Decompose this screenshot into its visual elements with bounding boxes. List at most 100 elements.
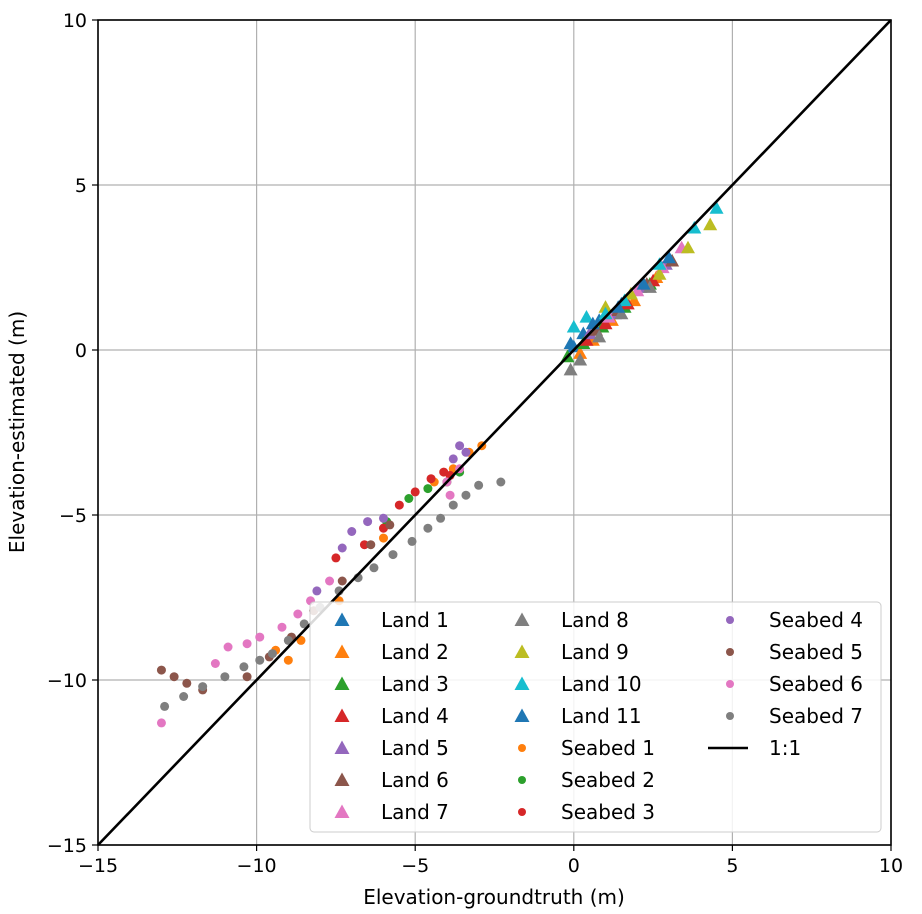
y-tick-label: 0: [75, 340, 87, 362]
grid-lines: [97, 19, 892, 846]
data-point-triangle: [592, 329, 607, 343]
legend-item: Land 9: [514, 640, 629, 664]
legend-label: Land 11: [561, 704, 642, 728]
series-land-8: [563, 280, 657, 376]
legend-item: Land 5: [334, 736, 449, 760]
data-point-circle: [277, 622, 287, 632]
data-point-circle: [267, 649, 277, 659]
x-tick-label: 0: [568, 855, 580, 877]
data-point-triangle: [563, 336, 578, 349]
data-point-circle: [448, 454, 458, 464]
x-tick-label: 10: [879, 855, 903, 877]
data-point-circle: [436, 513, 446, 523]
x-axis-label: Elevation-groundtruth (m): [363, 885, 625, 909]
legend-marker-triangle: [514, 612, 530, 626]
data-point-triangle: [680, 240, 695, 254]
y-tick-label: −15: [47, 835, 87, 857]
data-point-circle: [299, 619, 309, 629]
data-point-circle: [160, 701, 170, 711]
data-point-triangle: [661, 250, 676, 264]
legend-label: Seabed 4: [769, 608, 863, 632]
data-point-circle: [461, 447, 471, 457]
series-land-9: [598, 217, 718, 313]
legend-marker-triangle: [514, 676, 530, 690]
y-axis-ticks: −15 −10 −5 0 5 10: [47, 10, 98, 857]
data-point-circle: [474, 480, 484, 490]
legend-marker-triangle: [334, 740, 350, 754]
data-point-circle: [283, 635, 293, 645]
data-point-triangle: [642, 280, 657, 293]
data-point-circle: [220, 672, 230, 682]
legend-item: Seabed 2: [518, 768, 655, 792]
data-point-circle: [366, 540, 376, 550]
data-point-circle: [312, 586, 322, 596]
data-point-triangle: [623, 286, 638, 300]
legend-label: 1:1: [769, 736, 801, 760]
data-point-triangle: [709, 201, 724, 214]
legend-item: Seabed 6: [726, 672, 863, 696]
data-point-circle: [296, 635, 306, 645]
legend-item: Land 1: [334, 608, 449, 632]
data-point-circle: [156, 718, 166, 728]
data-point-triangle: [652, 267, 667, 280]
legend-label: Land 3: [381, 672, 449, 696]
reference-line-1-1: [97, 19, 892, 846]
data-point-triangle: [563, 362, 578, 376]
data-point-triangle: [687, 220, 702, 234]
legend-item: Seabed 5: [726, 640, 863, 664]
data-point-circle: [388, 550, 398, 560]
data-point-triangle: [566, 319, 581, 333]
data-point-circle: [255, 632, 265, 642]
data-point-circle: [337, 543, 347, 553]
series-seabed-4: [312, 441, 471, 596]
data-point-triangle: [614, 306, 629, 320]
legend-marker-triangle: [334, 676, 350, 690]
legend-label: Land 4: [381, 704, 449, 728]
data-point-circle: [378, 513, 388, 523]
series-seabed-3: [331, 467, 455, 563]
data-point-triangle: [598, 306, 613, 320]
data-point-triangle: [617, 293, 632, 307]
legend-marker-circle: [518, 776, 526, 784]
data-point-circle: [239, 662, 249, 672]
data-point-triangle: [598, 316, 613, 330]
legend-label: Seabed 3: [561, 800, 655, 824]
data-points: [156, 201, 724, 728]
data-point-triangle: [611, 300, 626, 313]
x-tick-label: 5: [726, 855, 738, 877]
data-point-circle: [242, 639, 252, 649]
legend-marker-circle: [518, 808, 526, 816]
legend-item: Land 7: [334, 800, 449, 824]
legend-label: Seabed 7: [769, 704, 863, 728]
legend-label: Land 9: [561, 640, 629, 664]
legend-marker-triangle: [334, 644, 350, 658]
data-point-circle: [283, 655, 293, 665]
data-point-circle: [337, 576, 347, 586]
data-point-circle: [223, 642, 233, 652]
legend: Land 1 Land 2 Land 3 Land 4 Land 5 Land 6 Land…: [309, 601, 882, 833]
data-point-circle: [385, 520, 395, 530]
legend-item: Land 11: [514, 704, 642, 728]
data-point-circle: [496, 477, 506, 487]
data-point-triangle: [573, 352, 588, 366]
data-point-circle: [423, 523, 433, 533]
data-point-circle: [331, 553, 341, 563]
data-point-circle: [255, 655, 265, 665]
data-point-circle: [363, 517, 373, 527]
legend-item: 1:1: [708, 736, 801, 760]
legend-label: Land 8: [561, 608, 629, 632]
legend-marker-circle: [518, 744, 526, 752]
data-point-triangle: [573, 346, 588, 359]
legend-item: Land 6: [334, 768, 449, 792]
legend-marker-circle: [726, 648, 734, 656]
data-point-circle: [156, 665, 166, 675]
data-point-circle: [169, 672, 179, 682]
legend-label: Land 1: [381, 608, 449, 632]
legend-label: Seabed 5: [769, 640, 863, 664]
legend-label: Seabed 1: [561, 736, 655, 760]
series-land-10: [566, 201, 724, 333]
data-point-circle: [182, 678, 192, 688]
data-point-circle: [410, 487, 420, 497]
y-tick-label: −5: [59, 505, 87, 527]
